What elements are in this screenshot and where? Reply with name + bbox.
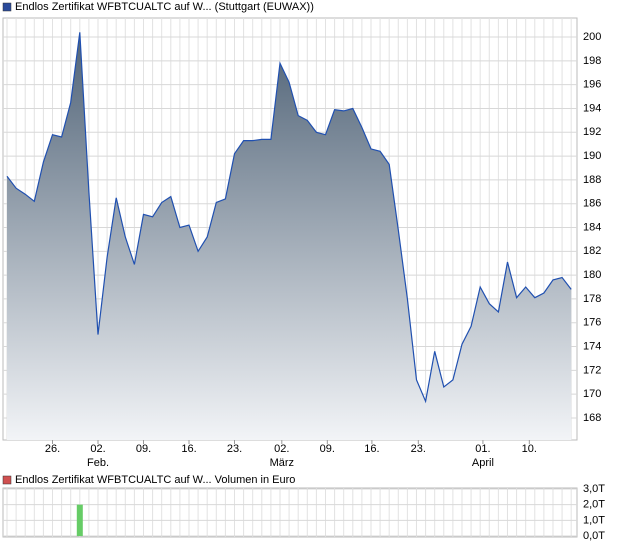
x-tick-label: 09.	[320, 443, 335, 455]
y-tick-label: 176	[583, 317, 601, 329]
x-month-label: Feb.	[87, 457, 109, 469]
x-tick-label: 10.	[522, 443, 537, 455]
y-tick-label: 174	[583, 340, 601, 352]
x-tick-label: 26.	[45, 443, 60, 455]
x-tick-label: 23.	[227, 443, 242, 455]
y-tick-label: 182	[583, 245, 601, 257]
x-tick-label: 02.	[274, 443, 289, 455]
y-tick-label: 1,0T	[583, 514, 605, 526]
price-line	[6, 32, 572, 404]
y-tick-label: 186	[583, 198, 601, 210]
y-tick-label: 2,0T	[583, 499, 605, 511]
x-tick-label: 16.	[364, 443, 379, 455]
legend-swatch	[2, 2, 12, 12]
x-tick-label: 23.	[411, 443, 426, 455]
x-tick-label: 01.	[475, 443, 490, 455]
legend-label: Endlos Zertifikat WFBTCUALTC auf W... Vo…	[15, 474, 295, 486]
y-tick-label: 184	[583, 221, 601, 233]
plot-background	[2, 487, 578, 538]
y-tick-label: 196	[583, 79, 601, 91]
y-tick-label: 190	[583, 150, 601, 162]
y-tick-label: 0,0T	[583, 530, 605, 542]
volume-bar	[76, 504, 83, 537]
x-month-label: März	[270, 457, 294, 469]
y-tick-label: 192	[583, 126, 601, 138]
y-tick-label: 172	[583, 364, 601, 376]
y-tick-label: 188	[583, 174, 601, 186]
x-tick-label: 16.	[181, 443, 196, 455]
legend-swatch	[2, 475, 12, 485]
x-tick-label: 02.	[90, 443, 105, 455]
x-month-label: April	[472, 457, 494, 469]
x-tick-label: 09.	[136, 443, 151, 455]
y-tick-label: 194	[583, 102, 601, 114]
area-fill	[7, 32, 572, 441]
y-tick-label: 178	[583, 293, 601, 305]
y-tick-label: 200	[583, 31, 601, 43]
y-tick-label: 3,0T	[583, 483, 605, 495]
legend-label: Endlos Zertifikat WFBTCUALTC auf W... (S…	[15, 1, 314, 13]
y-tick-label: 198	[583, 55, 601, 67]
y-tick-label: 168	[583, 412, 601, 424]
y-tick-label: 170	[583, 388, 601, 400]
y-tick-label: 180	[583, 269, 601, 281]
